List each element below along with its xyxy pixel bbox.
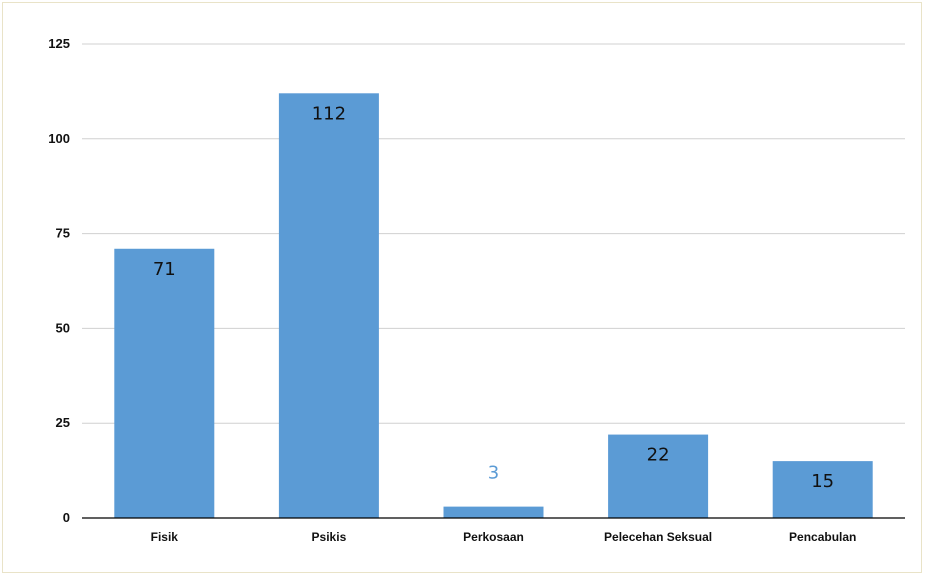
data-label-psikis: 112 bbox=[312, 103, 346, 124]
x-category-label-pencabulan: Pencabulan bbox=[789, 530, 856, 544]
data-label-pelecehan-seksual: 22 bbox=[647, 445, 670, 466]
bar-perkosaan bbox=[443, 506, 544, 518]
y-tick-label-100: 100 bbox=[48, 131, 70, 146]
bar-psikis bbox=[278, 93, 379, 519]
bar-pelecehan-seksual bbox=[608, 434, 709, 518]
x-axis-category-labels: Fisik Psikis Perkosaan Pelecehan Seksual Pen… bbox=[151, 530, 857, 544]
x-category-label-perkosaan: Perkosaan bbox=[463, 530, 524, 544]
data-label-perkosaan: 3 bbox=[488, 463, 499, 484]
y-tick-label-75: 75 bbox=[56, 226, 70, 241]
gridlines bbox=[82, 43, 905, 424]
x-category-label-pelecehan-seksual: Pelecehan Seksual bbox=[604, 530, 712, 544]
bars bbox=[114, 93, 873, 519]
y-tick-label-0: 0 bbox=[63, 510, 70, 525]
data-label-fisik: 71 bbox=[153, 259, 176, 280]
x-category-label-fisik: Fisik bbox=[151, 530, 179, 544]
bar-fisik bbox=[114, 248, 215, 518]
y-tick-label-25: 25 bbox=[56, 415, 70, 430]
y-tick-label-125: 125 bbox=[48, 36, 70, 51]
x-category-label-psikis: Psikis bbox=[312, 530, 347, 544]
y-axis-tick-labels: 0 25 50 75 100 125 bbox=[48, 36, 70, 525]
data-label-pencabulan: 15 bbox=[811, 471, 834, 492]
bar-pencabulan bbox=[772, 461, 873, 518]
y-tick-label-50: 50 bbox=[56, 320, 70, 335]
data-labels: 71 112 3 22 15 bbox=[153, 103, 834, 492]
